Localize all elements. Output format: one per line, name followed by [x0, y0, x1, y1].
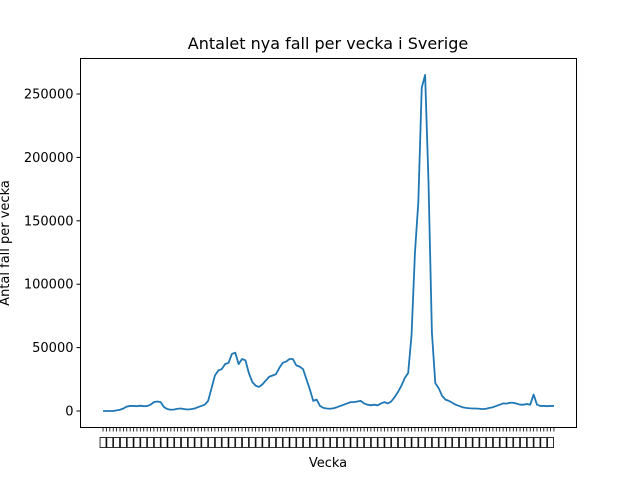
x-tick-label-glyph [255, 437, 263, 448]
x-tick-label-glyph [370, 437, 378, 448]
x-tick-label-glyph [275, 437, 283, 448]
x-tick-label-glyph [214, 437, 222, 448]
x-tick-label-glyph [472, 437, 480, 448]
x-tick-label-glyph [262, 437, 270, 448]
x-tick-label-glyph [350, 437, 358, 448]
x-tick-label-glyph [391, 437, 399, 448]
x-tick-label-glyph [133, 437, 141, 448]
x-tick-label-glyph [513, 437, 521, 448]
axes-frame [80, 58, 577, 428]
x-tick-label-glyph [486, 437, 493, 448]
x-tick-label-glyph [269, 437, 276, 448]
x-tick-label-glyph [397, 437, 405, 448]
x-tick-label-glyph [248, 437, 256, 448]
x-tick-label-glyph [187, 437, 195, 448]
x-tick-label-glyph [201, 437, 209, 448]
x-tick-label-glyph [106, 437, 114, 448]
x-tick-label-glyph [303, 437, 310, 448]
plot-area [103, 74, 554, 412]
x-tick-label-glyph [520, 437, 527, 448]
x-tick-label-glyph [140, 437, 148, 448]
y-tick-label: 200000 [24, 151, 74, 166]
x-tick-label-glyph [160, 437, 168, 448]
x-tick-label-glyph [153, 437, 161, 448]
x-tick-label-glyph [167, 437, 175, 448]
x-tick-label-glyph [309, 437, 317, 448]
y-tick-label: 0 [65, 405, 73, 420]
x-tick-label-glyph [99, 437, 107, 448]
chart-title: Antalet nya fall per vecka i Sverige [188, 34, 468, 53]
x-tick-label-glyph [377, 437, 385, 448]
x-tick-label-glyph [479, 437, 487, 448]
x-tick-label-glyph [336, 437, 344, 448]
x-tick-label-glyph [316, 437, 324, 448]
x-tick-label-glyph [438, 437, 446, 448]
x-tick-label-glyph [194, 437, 202, 448]
x-tick-label-glyph [459, 437, 466, 448]
x-tick-label-glyph [174, 437, 182, 448]
x-tick-label-glyph [323, 437, 331, 448]
x-tick-label-glyph [357, 437, 365, 448]
x-axis [99, 427, 555, 448]
x-tick-label-glyph [119, 437, 127, 448]
x-tick-label-glyph [330, 437, 337, 448]
y-tick-label: 100000 [24, 278, 74, 293]
x-tick-label-glyph [452, 437, 460, 448]
x-tick-label-glyph [411, 437, 419, 448]
y-tick-label: 150000 [24, 214, 74, 229]
x-tick-label-glyph [431, 437, 439, 448]
x-tick-label-glyph [113, 437, 121, 448]
x-tick-label-glyph [364, 437, 371, 448]
series-line [103, 74, 554, 412]
x-tick-label-glyph [126, 437, 134, 448]
x-tick-label-glyph [296, 437, 304, 448]
x-tick-label-glyph [242, 437, 249, 448]
y-axis: 0 50000 100000 150000 200000 250000 [24, 88, 81, 420]
x-tick-label-glyph [221, 437, 229, 448]
x-tick-label-glyph [228, 437, 236, 448]
x-tick-label-glyph [506, 437, 514, 448]
x-tick-label-glyph [526, 437, 534, 448]
x-tick-label-glyph [282, 437, 290, 448]
y-tick-label: 50000 [32, 341, 73, 356]
x-tick-label-glyph [404, 437, 412, 448]
x-tick-label-glyph [547, 437, 554, 448]
x-tick-label-glyph [343, 437, 351, 448]
x-axis-label: Vecka [309, 456, 347, 471]
y-axis-label: Antal fall per vecka [0, 180, 13, 306]
x-tick-label-glyph [492, 437, 500, 448]
x-tick-label-glyph [533, 437, 541, 448]
x-tick-label-glyph [208, 437, 215, 448]
x-tick-label-glyph [147, 437, 154, 448]
x-tick-labels-overlap [99, 437, 554, 448]
x-tick-label-glyph [181, 437, 188, 448]
x-tick-label-glyph [540, 437, 548, 448]
x-tick-label-glyph [445, 437, 453, 448]
x-tick-label-glyph [289, 437, 297, 448]
x-tick-label-glyph [384, 437, 392, 448]
x-tick-label-glyph [465, 437, 473, 448]
x-tick-label-glyph [499, 437, 507, 448]
x-tick-label-glyph [425, 437, 432, 448]
x-tick-label-glyph [418, 437, 426, 448]
x-tick-label-glyph [235, 437, 243, 448]
y-tick-label: 250000 [24, 88, 74, 103]
